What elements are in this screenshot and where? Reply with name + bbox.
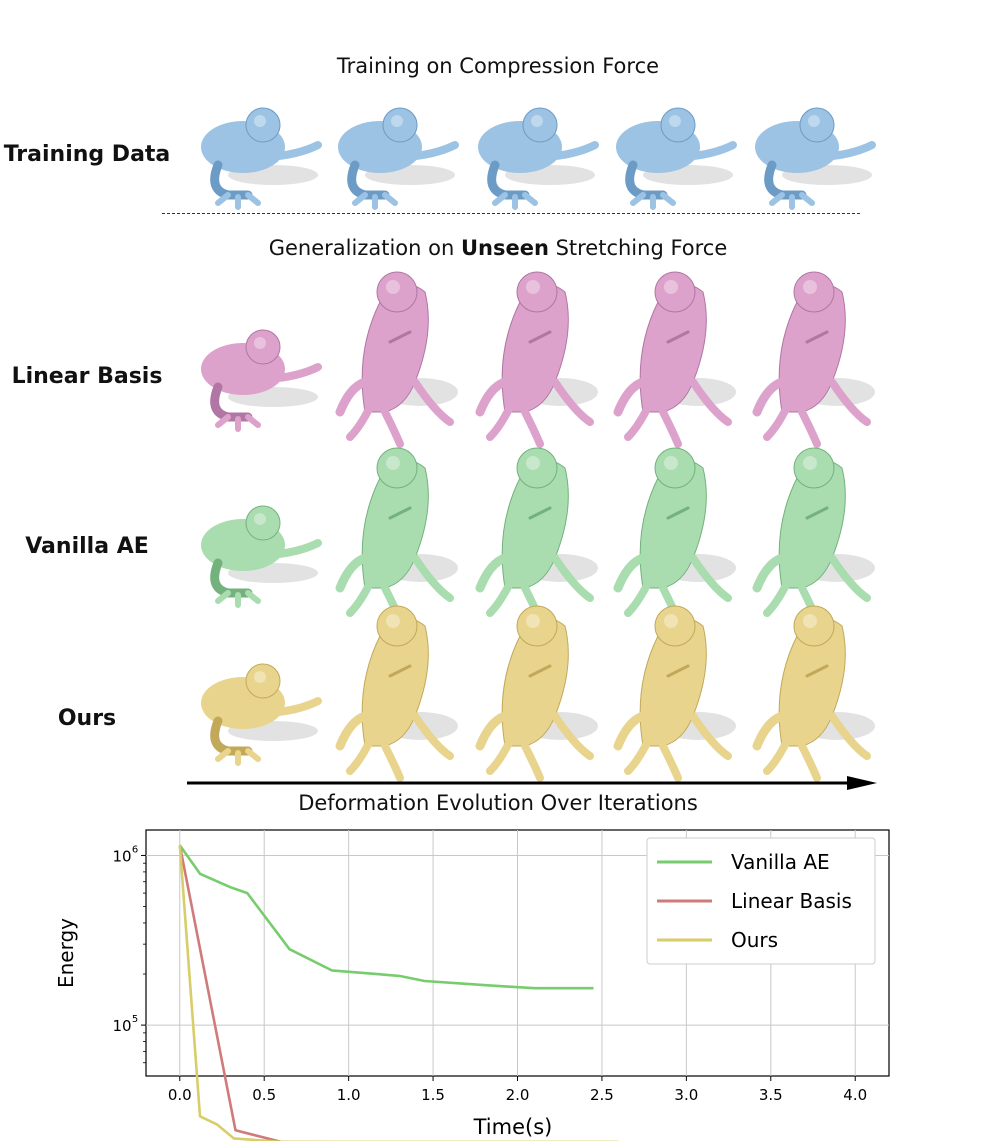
legend-label: Vanilla AE [731,850,830,874]
frog-render-vanilla-ae-1 [201,505,322,608]
x-tick-label: 1.0 [337,1086,361,1104]
frog-render-training-data-4 [616,107,737,210]
row-label-ours: Ours [57,706,117,731]
x-tick-label: 2.5 [590,1086,614,1104]
frog-render-linear-basis-2 [335,271,458,448]
frog-render-training-data-3 [478,107,599,210]
generalization-caption: Generalization on Unseen Stretching Forc… [268,236,728,260]
training-caption: Training on Compression Force [336,54,660,78]
frog-render-vanilla-ae-5 [752,447,875,624]
x-axis-label: Time(s) [473,1115,553,1139]
series-line-ours [178,845,619,1141]
frog-render-training-data-1 [201,107,322,210]
row-label-training-data: Training Data [3,142,171,167]
row-label-vanilla-ae: Vanilla AE [25,534,149,559]
y-axis-label: Energy [54,918,78,988]
series-lines [178,844,619,1141]
iteration-arrow-icon [187,776,877,790]
y-tick-label: 10 [112,847,131,865]
frog-render-linear-basis-4 [613,271,736,448]
legend-box [646,837,876,965]
x-tick-label: 2.0 [506,1086,530,1104]
frog-render-linear-basis-5 [752,271,875,448]
legend-label: Linear Basis [731,889,852,913]
y-tick-exponent: 6 [132,844,138,855]
evolution-caption: Deformation Evolution Over Iterations [298,791,698,815]
x-tick-label: 1.5 [421,1086,445,1104]
frog-render-ours-4 [613,605,736,782]
x-tick-label: 0.0 [168,1086,192,1104]
series-line-linear-basis [178,844,344,1141]
series-line-vanilla-ae [178,844,594,990]
frog-render-ours-5 [752,605,875,782]
row-label-linear-basis: Linear Basis [11,364,163,389]
frog-render-ours-2 [335,605,458,782]
frog-render-ours-1 [201,663,322,766]
frog-render-training-data-2 [338,107,459,210]
frog-render-vanilla-ae-3 [475,447,598,624]
frog-render-ours-3 [475,605,598,782]
grid-lines [146,830,889,1076]
x-ticks: 0.0 0.5 1.0 1.5 2.0 2.5 3.0 3.5 4.0 [168,1076,867,1104]
x-tick-label: 0.5 [252,1086,276,1104]
y-tick-label: 10 [112,1017,131,1035]
frog-render-vanilla-ae-2 [335,447,458,624]
y-tick-exponent: 5 [132,1014,138,1025]
frog-render-linear-basis-3 [475,271,598,448]
x-tick-label: 4.0 [843,1086,867,1104]
x-tick-label: 3.0 [674,1086,698,1104]
frog-render-linear-basis-1 [201,329,322,432]
legend-label: Ours [731,928,778,952]
legend: Vanilla AE Linear Basis Ours [646,837,876,965]
section-divider [162,213,860,214]
frog-render-training-data-5 [755,107,876,210]
x-tick-label: 3.5 [759,1086,783,1104]
